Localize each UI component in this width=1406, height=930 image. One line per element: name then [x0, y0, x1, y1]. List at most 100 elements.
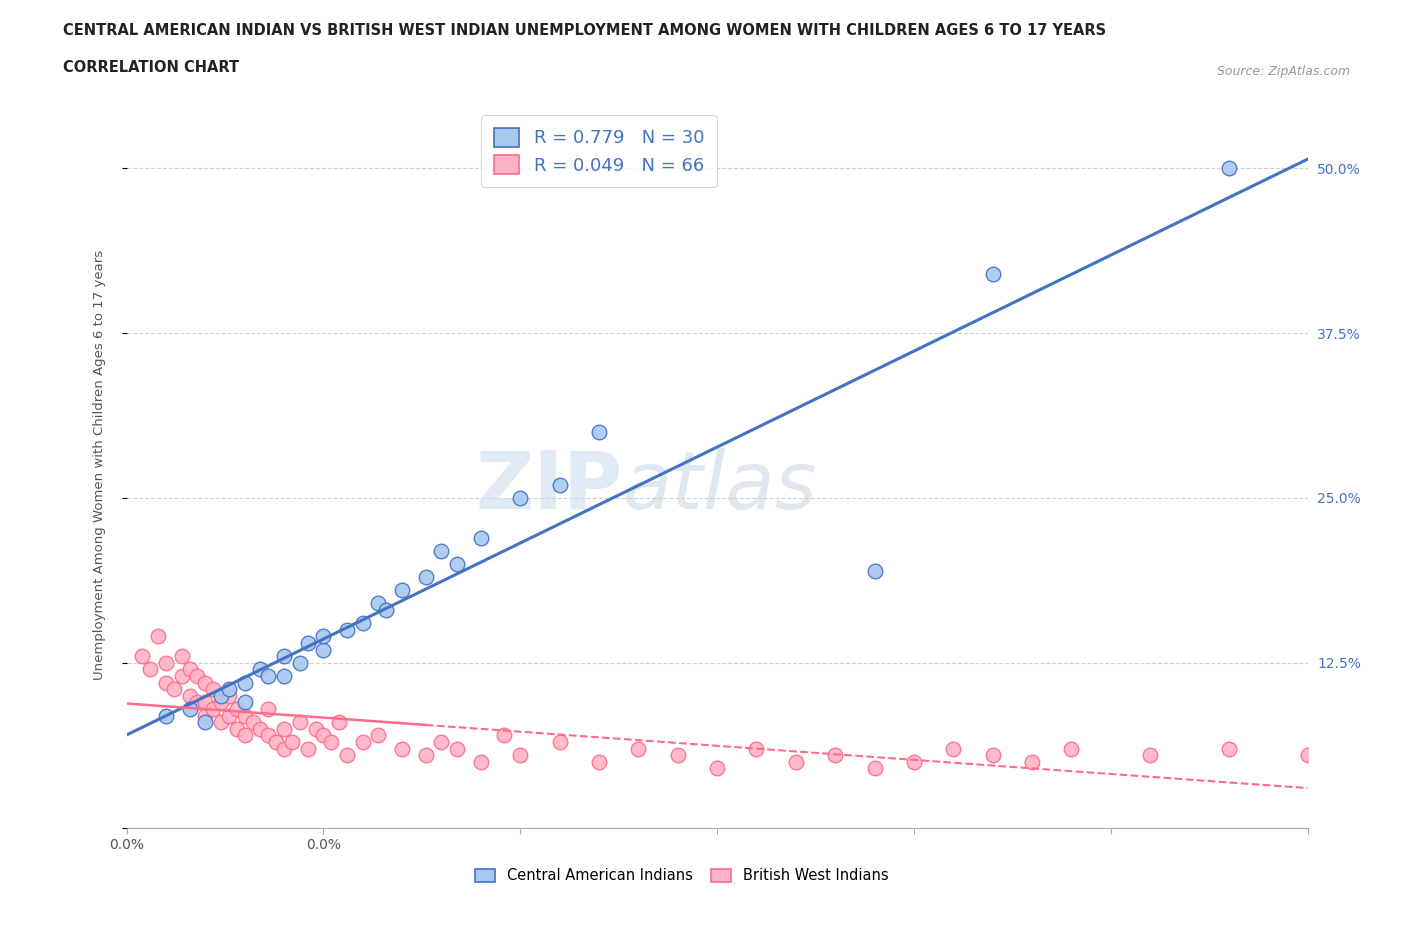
Point	[242, 715, 264, 730]
Point	[297, 635, 319, 650]
Point	[391, 583, 413, 598]
Point	[470, 754, 492, 769]
Point	[131, 649, 153, 664]
Point	[509, 748, 531, 763]
Point	[194, 675, 217, 690]
Point	[218, 682, 240, 697]
Point	[706, 761, 728, 776]
Point	[666, 748, 689, 763]
Text: CENTRAL AMERICAN INDIAN VS BRITISH WEST INDIAN UNEMPLOYMENT AMONG WOMEN WITH CHI: CENTRAL AMERICAN INDIAN VS BRITISH WEST …	[63, 23, 1107, 38]
Point	[1021, 754, 1043, 769]
Point	[863, 563, 886, 578]
Point	[139, 662, 162, 677]
Point	[273, 669, 295, 684]
Point	[170, 649, 193, 664]
Text: CORRELATION CHART: CORRELATION CHART	[63, 60, 239, 75]
Point	[1218, 741, 1240, 756]
Point	[304, 722, 326, 737]
Point	[312, 728, 335, 743]
Point	[367, 728, 389, 743]
Point	[194, 715, 217, 730]
Point	[209, 715, 232, 730]
Point	[257, 701, 280, 716]
Point	[588, 754, 610, 769]
Point	[233, 675, 256, 690]
Point	[209, 688, 232, 703]
Point	[288, 656, 311, 671]
Point	[367, 596, 389, 611]
Point	[179, 688, 201, 703]
Point	[548, 735, 571, 750]
Point	[942, 741, 965, 756]
Point	[352, 735, 374, 750]
Point	[328, 715, 350, 730]
Point	[1218, 161, 1240, 176]
Point	[209, 695, 232, 710]
Point	[312, 629, 335, 644]
Point	[288, 715, 311, 730]
Point	[281, 735, 304, 750]
Point	[273, 649, 295, 664]
Point	[430, 543, 453, 558]
Text: atlas: atlas	[623, 447, 817, 525]
Point	[273, 741, 295, 756]
Point	[179, 701, 201, 716]
Point	[391, 741, 413, 756]
Point	[548, 477, 571, 492]
Legend: Central American Indians, British West Indians: Central American Indians, British West I…	[470, 863, 894, 889]
Point	[470, 530, 492, 545]
Point	[186, 695, 208, 710]
Point	[446, 556, 468, 571]
Point	[163, 682, 186, 697]
Point	[824, 748, 846, 763]
Point	[981, 266, 1004, 281]
Point	[233, 728, 256, 743]
Point	[321, 735, 343, 750]
Point	[627, 741, 650, 756]
Point	[745, 741, 768, 756]
Point	[179, 662, 201, 677]
Point	[249, 722, 271, 737]
Point	[273, 722, 295, 737]
Point	[1060, 741, 1083, 756]
Point	[336, 622, 359, 637]
Point	[225, 722, 247, 737]
Point	[249, 662, 271, 677]
Point	[155, 708, 177, 723]
Point	[233, 708, 256, 723]
Point	[446, 741, 468, 756]
Point	[375, 603, 398, 618]
Point	[233, 695, 256, 710]
Point	[494, 728, 516, 743]
Point	[981, 748, 1004, 763]
Point	[415, 748, 437, 763]
Point	[218, 708, 240, 723]
Point	[202, 682, 225, 697]
Point	[903, 754, 925, 769]
Point	[257, 669, 280, 684]
Point	[194, 695, 217, 710]
Y-axis label: Unemployment Among Women with Children Ages 6 to 17 years: Unemployment Among Women with Children A…	[93, 250, 105, 680]
Point	[863, 761, 886, 776]
Point	[264, 735, 287, 750]
Point	[257, 728, 280, 743]
Point	[312, 643, 335, 658]
Text: Source: ZipAtlas.com: Source: ZipAtlas.com	[1216, 65, 1350, 78]
Point	[297, 741, 319, 756]
Point	[1139, 748, 1161, 763]
Point	[588, 425, 610, 440]
Point	[194, 708, 217, 723]
Point	[155, 675, 177, 690]
Point	[218, 688, 240, 703]
Point	[202, 701, 225, 716]
Point	[785, 754, 807, 769]
Point	[509, 490, 531, 505]
Point	[225, 701, 247, 716]
Point	[352, 616, 374, 631]
Point	[1296, 748, 1319, 763]
Text: ZIP: ZIP	[475, 447, 623, 525]
Point	[170, 669, 193, 684]
Point	[186, 669, 208, 684]
Point	[155, 656, 177, 671]
Point	[415, 570, 437, 585]
